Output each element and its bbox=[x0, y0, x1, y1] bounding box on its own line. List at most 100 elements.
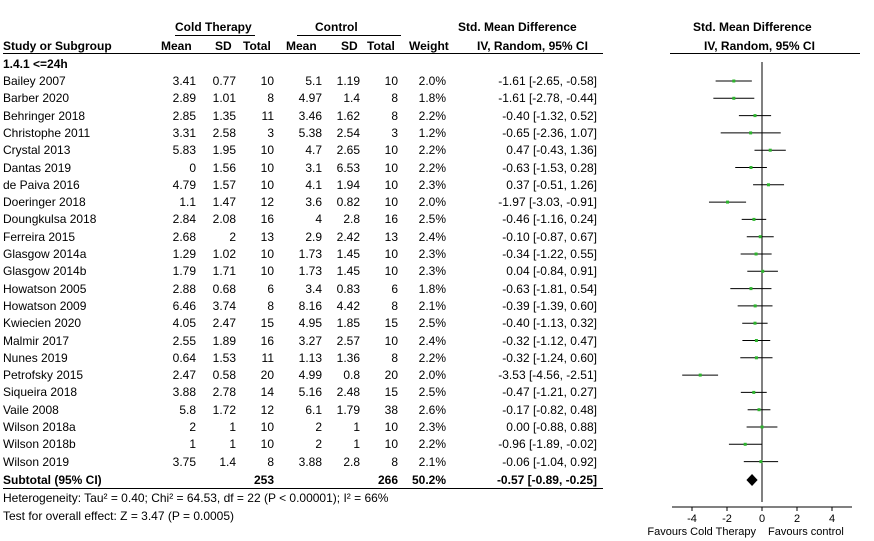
total-control: 3 bbox=[391, 125, 398, 140]
total-control: 10 bbox=[384, 247, 398, 261]
study-name: Dantas 2019 bbox=[3, 160, 72, 175]
point-estimate bbox=[761, 269, 765, 273]
weight: 2.3% bbox=[418, 247, 446, 261]
subtotal-n-control: 266 bbox=[377, 473, 398, 487]
study-name: Bailey 2007 bbox=[3, 74, 66, 88]
x-tick-label: 4 bbox=[829, 513, 835, 525]
total-control: 38 bbox=[384, 402, 398, 417]
total-cold: 8 bbox=[267, 91, 274, 106]
total-control: 8 bbox=[391, 350, 398, 365]
sd-control: 2.8 bbox=[343, 454, 360, 469]
ci: 0.00 [-0.88, 0.88] bbox=[506, 420, 597, 434]
mean-cold: 1.79 bbox=[172, 264, 196, 279]
total-cold: 6 bbox=[267, 281, 274, 296]
point-estimate bbox=[754, 339, 758, 342]
ci: -0.63 [-1.81, 0.54] bbox=[502, 281, 597, 296]
ci: 0.47 [-0.43, 1.36] bbox=[506, 143, 597, 158]
col-header-plot-ci: IV, Random, 95% CI bbox=[704, 39, 815, 53]
mean-control: 5.1 bbox=[305, 74, 322, 88]
point-estimate bbox=[749, 287, 753, 291]
mean-control: 4.7 bbox=[305, 143, 322, 158]
sd-control: 1 bbox=[353, 420, 360, 434]
total-cold: 10 bbox=[260, 143, 274, 158]
weight: 2.4% bbox=[418, 229, 446, 244]
ci: -0.63 [-1.53, 0.28] bbox=[502, 160, 597, 175]
mean-cold: 1.29 bbox=[172, 247, 196, 261]
sd-cold: 1.35 bbox=[212, 108, 236, 123]
sd-control: 0.8 bbox=[343, 368, 360, 383]
mean-cold: 1 bbox=[189, 437, 196, 452]
total-control: 8 bbox=[391, 108, 398, 123]
study-name: Malmir 2017 bbox=[3, 333, 70, 348]
point-estimate bbox=[743, 442, 747, 446]
ci: -0.34 [-1.22, 0.55] bbox=[502, 247, 597, 261]
col-header-sd-control: SD bbox=[341, 39, 358, 53]
weight: 2.0% bbox=[418, 368, 446, 383]
total-cold: 10 bbox=[260, 247, 274, 261]
point-estimate bbox=[760, 425, 764, 429]
study-name: Wilson 2018a bbox=[3, 420, 76, 434]
sd-control: 6.53 bbox=[336, 160, 360, 175]
weight: 2.3% bbox=[418, 420, 446, 434]
col-header-sd-cold: SD bbox=[215, 39, 232, 53]
sd-cold: 1.57 bbox=[212, 177, 236, 192]
ci: -0.32 [-1.12, 0.47] bbox=[502, 333, 597, 348]
sd-cold: 1.95 bbox=[212, 143, 236, 158]
header-rule bbox=[3, 53, 603, 54]
total-cold: 16 bbox=[260, 333, 274, 348]
weight: 2.0% bbox=[418, 74, 446, 88]
total-cold: 15 bbox=[260, 316, 274, 331]
mean-control: 1.73 bbox=[298, 247, 322, 261]
mean-control: 5.38 bbox=[298, 125, 322, 140]
total-cold: 10 bbox=[260, 160, 274, 175]
col-header-ci: IV, Random, 95% CI bbox=[477, 39, 588, 53]
mean-cold: 4.79 bbox=[172, 177, 196, 192]
study-name: de Paiva 2016 bbox=[3, 177, 80, 192]
weight: 1.8% bbox=[418, 91, 446, 106]
total-control: 10 bbox=[384, 333, 398, 348]
ci: -1.61 [-2.65, -0.58] bbox=[498, 74, 597, 88]
sd-cold: 2.78 bbox=[212, 385, 236, 400]
sd-cold: 0.58 bbox=[212, 368, 236, 383]
study-name: Barber 2020 bbox=[3, 91, 70, 106]
point-estimate bbox=[749, 131, 753, 135]
total-control: 13 bbox=[384, 229, 398, 244]
study-name: Crystal 2013 bbox=[3, 143, 71, 158]
point-estimate bbox=[726, 200, 730, 204]
total-control: 8 bbox=[391, 91, 398, 106]
point-estimate bbox=[753, 321, 757, 325]
mean-control: 2 bbox=[315, 420, 322, 434]
sd-control: 1.45 bbox=[336, 264, 360, 279]
sd-cold: 3.74 bbox=[212, 298, 236, 313]
sd-control: 1.4 bbox=[343, 91, 360, 106]
footer-rule bbox=[3, 488, 603, 489]
point-estimate bbox=[752, 217, 756, 221]
weight: 2.2% bbox=[418, 108, 446, 123]
mean-cold: 2.55 bbox=[172, 333, 196, 348]
subtotal-label: Subtotal (95% CI) bbox=[3, 473, 102, 487]
sd-control: 0.82 bbox=[336, 195, 360, 210]
subgroup-label: 1.4.1 <=24h bbox=[3, 57, 68, 71]
group-header-cold: Cold Therapy bbox=[175, 20, 252, 34]
sd-control: 1.62 bbox=[336, 108, 360, 123]
total-control: 15 bbox=[384, 316, 398, 331]
mean-control: 4.1 bbox=[305, 177, 322, 192]
study-name: Doungkulsa 2018 bbox=[3, 212, 97, 227]
study-name: Siqueira 2018 bbox=[3, 385, 78, 400]
study-name: Vaile 2008 bbox=[3, 402, 59, 417]
mean-control: 3.46 bbox=[298, 108, 322, 123]
total-control: 10 bbox=[384, 74, 398, 88]
ci: -0.32 [-1.24, 0.60] bbox=[502, 350, 597, 365]
mean-cold: 2.85 bbox=[172, 108, 196, 123]
study-name: Howatson 2009 bbox=[3, 298, 87, 313]
ci: -0.17 [-0.82, 0.48] bbox=[502, 402, 597, 417]
weight: 2.5% bbox=[418, 316, 446, 331]
subtotal-weight: 50.2% bbox=[411, 473, 446, 487]
overall-effect-text: Test for overall effect: Z = 3.47 (P = 0… bbox=[3, 509, 235, 523]
point-estimate bbox=[698, 373, 702, 377]
ci: -3.53 [-4.56, -2.51] bbox=[498, 368, 597, 383]
point-estimate bbox=[749, 166, 753, 169]
total-cold: 10 bbox=[260, 177, 274, 192]
point-estimate bbox=[768, 148, 772, 152]
ci: -0.39 [-1.39, 0.60] bbox=[502, 298, 597, 313]
